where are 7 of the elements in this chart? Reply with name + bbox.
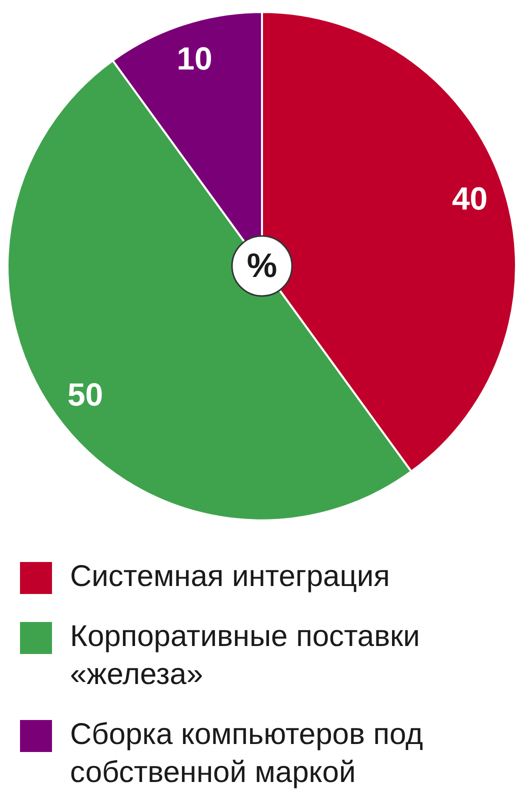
legend-label: Системная интеграция: [70, 560, 390, 592]
data-label: 40: [452, 180, 488, 216]
data-label: 10: [176, 40, 212, 76]
legend-label: Корпоративные поставки «железа»: [70, 620, 420, 690]
text: %: [246, 247, 278, 285]
legend-label: Сборка компьютеров под собственной маркой: [70, 718, 424, 788]
data-label: 50: [67, 376, 104, 412]
